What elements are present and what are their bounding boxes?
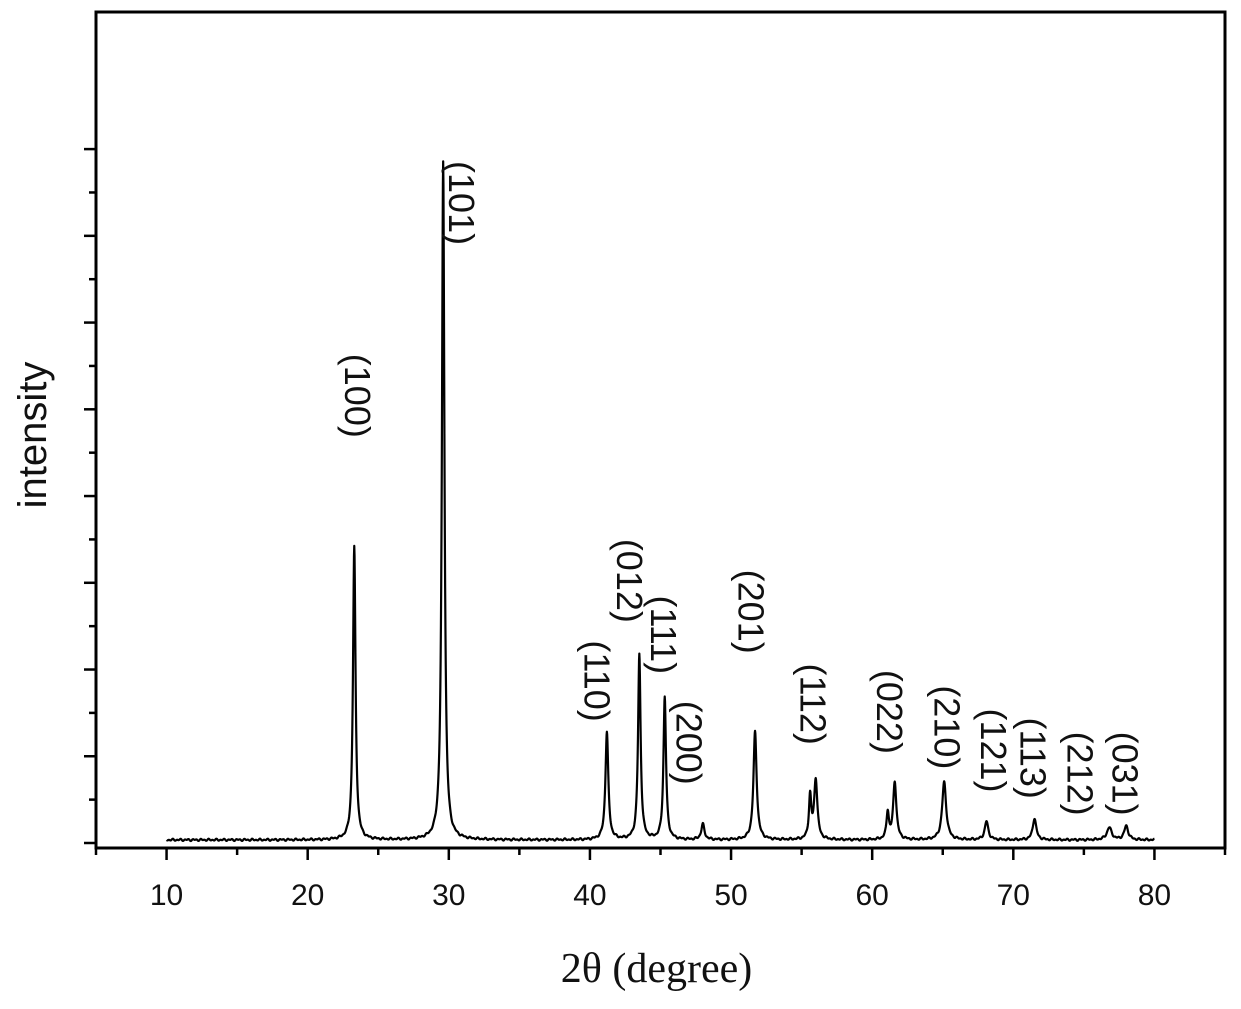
peak-label: (112) — [793, 664, 834, 745]
peak-label: (201) — [730, 570, 771, 654]
peak-label: (200) — [668, 701, 709, 785]
peak-label: (111) — [643, 595, 684, 674]
x-tick-label: 30 — [432, 879, 465, 912]
x-tick-label: 20 — [291, 879, 324, 912]
x-tick-label: 10 — [150, 879, 183, 912]
peak-label: (210) — [927, 685, 968, 769]
x-axis-label: 2θ (degree) — [561, 946, 753, 992]
x-tick-label: 50 — [714, 879, 747, 912]
peak-label: (101) — [441, 161, 482, 245]
peak-label: (110) — [577, 640, 618, 721]
y-axis-label: intensity — [11, 362, 55, 509]
x-axis-ticks: 10 20 30 40 50 60 70 80 — [96, 848, 1225, 912]
x-tick-label: 60 — [856, 879, 889, 912]
x-tick-label: 70 — [997, 879, 1030, 912]
peak-label: (212) — [1059, 732, 1100, 816]
peak-label: (113) — [1013, 718, 1054, 799]
x-tick-label: 40 — [573, 879, 606, 912]
peak-labels: (100)(101)(110)(012)(111)(200)(201)(112)… — [337, 161, 1146, 816]
peak-label: (031) — [1104, 732, 1145, 816]
plot-area-frame — [96, 12, 1225, 848]
y-axis-ticks — [84, 149, 96, 843]
x-tick-label: 80 — [1138, 879, 1171, 912]
peak-label: (121) — [973, 708, 1014, 792]
peak-label: (022) — [869, 670, 910, 754]
peak-label: (100) — [337, 354, 378, 438]
